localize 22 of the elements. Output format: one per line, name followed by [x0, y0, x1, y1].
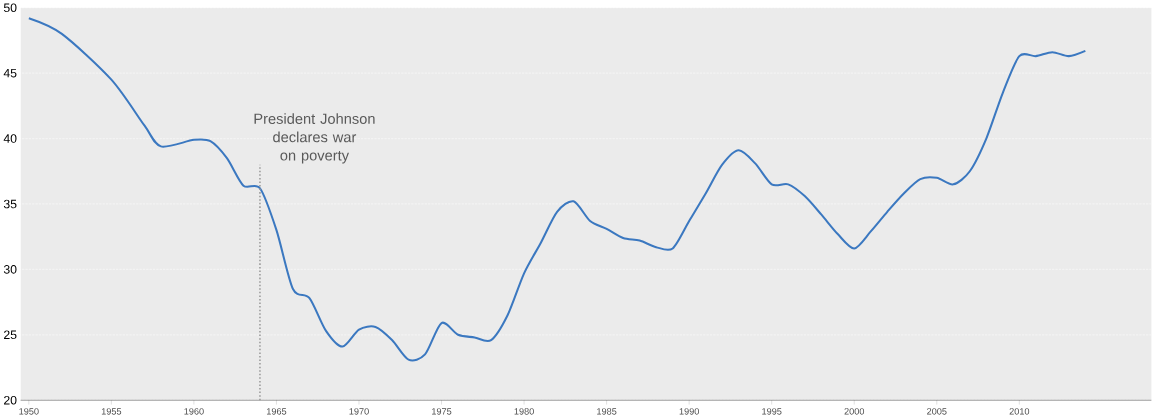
x-tick-label: 1960 [184, 408, 204, 415]
x-tick-label: 1990 [679, 408, 699, 415]
y-tick-label: 35 [3, 199, 17, 209]
y-tick-label: 40 [3, 134, 17, 143]
y-tick-label: 45 [3, 68, 17, 78]
x-tick-label: 1975 [432, 408, 452, 415]
x-tick-label: 1965 [266, 408, 287, 415]
x-tick-label: 1950 [19, 408, 39, 415]
x-tick-label: 1970 [349, 408, 369, 415]
y-tick-label: 30 [3, 265, 17, 274]
x-tick-label: 1980 [514, 408, 534, 415]
x-tick-label: 1955 [101, 408, 122, 415]
y-tick-label: 25 [4, 330, 17, 340]
line-series [27, 17, 1087, 362]
y-tick-label: 20 [4, 395, 17, 405]
x-tick-label: 1995 [762, 408, 782, 415]
x-tick-label: 2010 [1009, 408, 1030, 415]
ref-line-label: President Johnson declares war on poverty [254, 113, 375, 164]
y-tick-label: 50 [3, 3, 17, 13]
x-tick-label: 2000 [844, 408, 865, 415]
x-tick-label: 2005 [927, 408, 947, 415]
x-tick-label: 1985 [597, 408, 617, 415]
